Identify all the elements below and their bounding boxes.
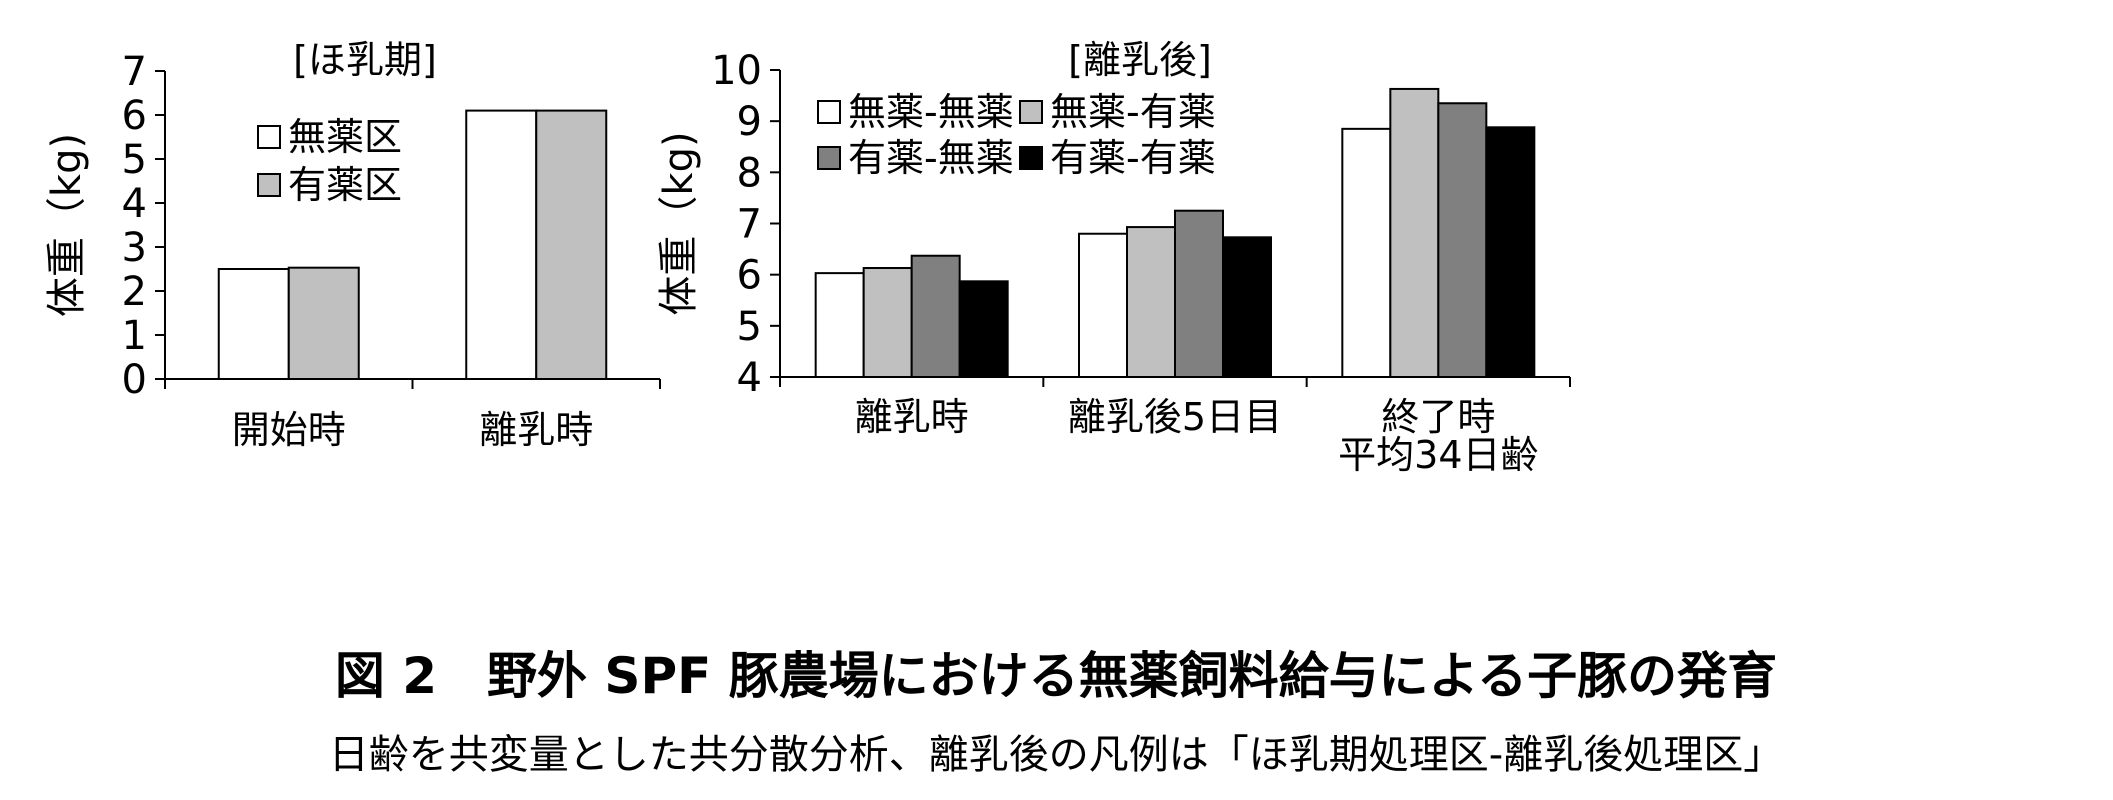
chart-title: [ほ乳期] (293, 38, 437, 82)
y-axis-label: 体重（kg) (656, 131, 702, 315)
legend-label: 無薬-有薬 (1050, 90, 1216, 134)
y-tick-label: 6 (122, 93, 147, 139)
bar (1174, 209, 1224, 378)
legend-swatch (257, 173, 281, 197)
bar (1341, 127, 1392, 378)
y-tick-label: 7 (122, 49, 147, 95)
legend-swatch (1019, 100, 1043, 124)
x-tick-label: 離乳時 (479, 408, 593, 452)
x-tick-label: 開始時 (232, 408, 346, 452)
y-tick-label: 8 (737, 150, 762, 196)
legend-label: 無薬-無薬 (848, 90, 1014, 134)
bar (1222, 236, 1272, 378)
bar (465, 109, 538, 380)
legend-label: 無薬区 (288, 115, 402, 159)
figure-caption-note: 日齢を共変量とした共分散分析、離乳後の凡例は「ほ乳期処理区-離乳後処理区」 (329, 732, 1783, 778)
bar (862, 267, 913, 379)
y-tick-label: 1 (122, 313, 147, 359)
legend-label: 有薬区 (288, 163, 402, 207)
y-axis-label: 体重（kg) (44, 133, 90, 317)
y-tick-label: 0 (122, 357, 147, 403)
x-tick-label: 離乳後5日目 (1068, 395, 1282, 439)
figure-caption-title: 図 2 野外 SPF 豚農場における無薬飼料給与による子豚の発育 (335, 647, 1777, 705)
y-tick-label: 7 (737, 202, 762, 248)
legend-swatch (257, 125, 281, 149)
bar (814, 272, 865, 378)
bar (910, 254, 961, 378)
y-tick-label: 2 (122, 269, 147, 315)
bar (1078, 232, 1128, 378)
y-tick-label: 9 (737, 99, 762, 145)
bar (958, 280, 1009, 378)
y-tick-label: 5 (122, 137, 147, 183)
y-tick-label: 4 (737, 355, 762, 401)
x-tick-label: 平均34日齢 (1338, 433, 1538, 477)
y-tick-label: 3 (122, 225, 147, 271)
x-tick-label: 離乳時 (855, 395, 969, 439)
legend-swatch (817, 146, 841, 170)
legend-swatch (1019, 146, 1043, 170)
legend-label: 有薬-無薬 (848, 136, 1014, 180)
bar (1389, 87, 1440, 378)
y-tick-label: 4 (122, 181, 147, 227)
x-tick-label: 終了時 (1381, 395, 1495, 439)
bar (1437, 102, 1488, 378)
legend-label: 有薬-有薬 (1050, 136, 1216, 180)
y-tick-label: 6 (737, 253, 762, 299)
bar (1485, 126, 1536, 378)
bar (217, 268, 290, 380)
bar (287, 266, 360, 380)
legend-swatch (817, 100, 841, 124)
bar (1126, 226, 1176, 378)
bar (535, 109, 608, 380)
y-tick-label: 5 (737, 304, 762, 350)
y-tick-label: 10 (711, 48, 762, 94)
chart-title: [離乳後] (1068, 38, 1212, 82)
